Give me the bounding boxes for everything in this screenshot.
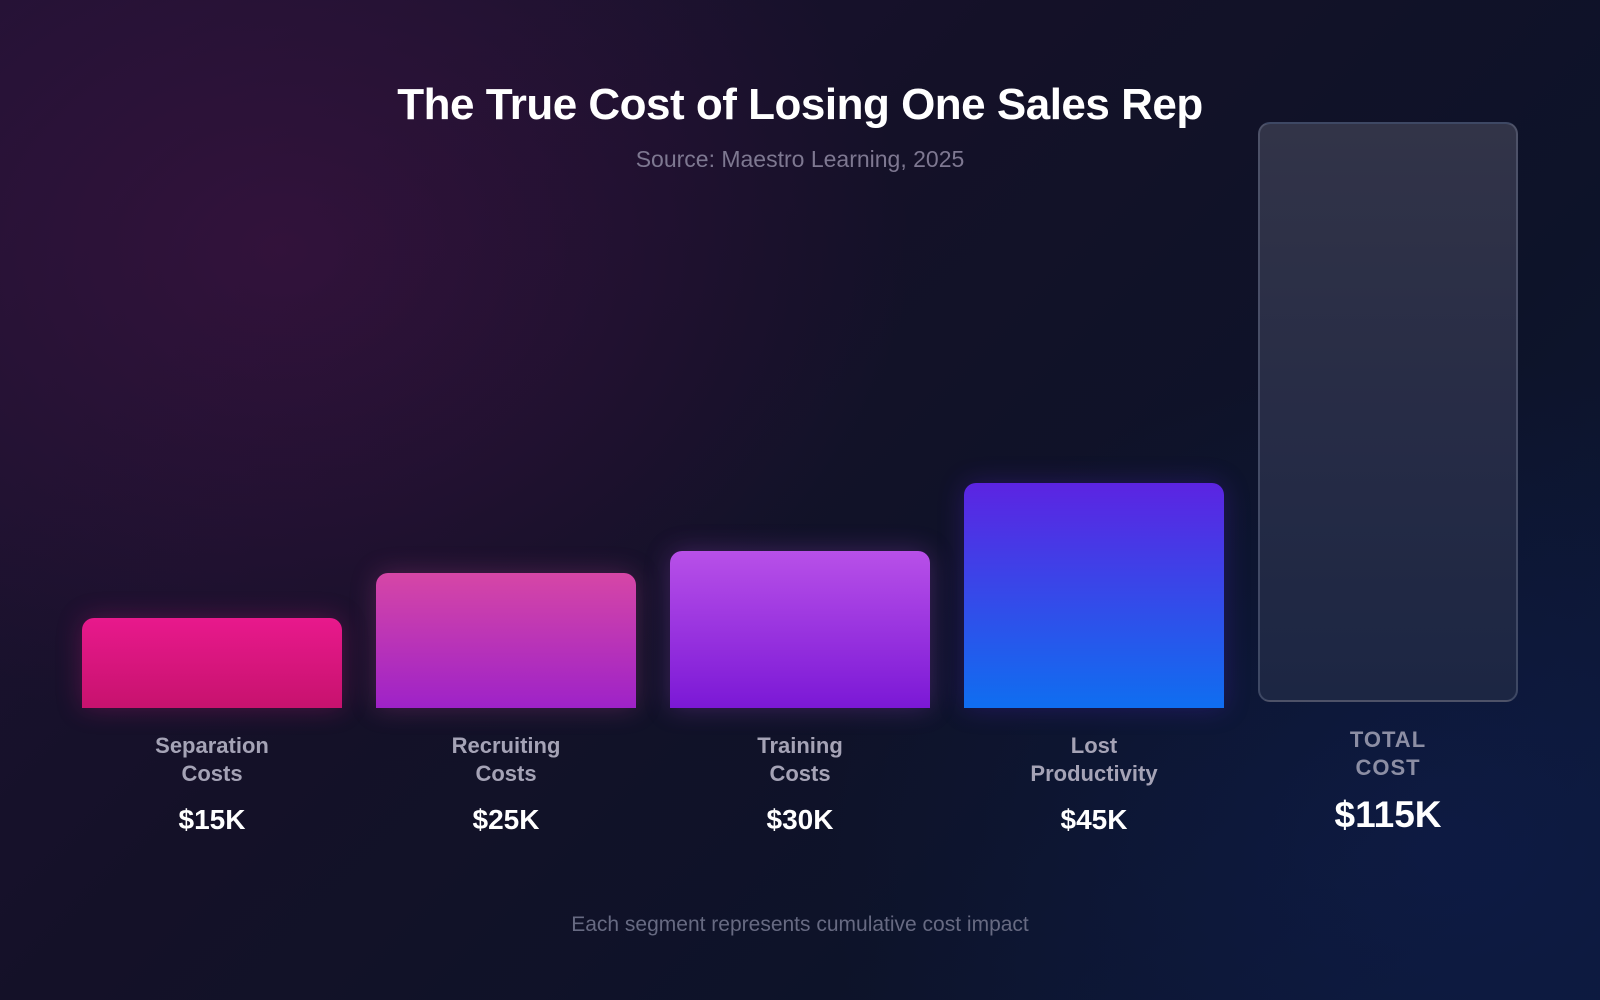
value-label-training-costs: $30K xyxy=(766,804,834,835)
chart-subtitle: Source: Maestro Learning, 2025 xyxy=(635,146,965,172)
category-label-separation-costs: Separation Costs xyxy=(155,733,269,786)
value-label-total-cost: $115K xyxy=(1334,794,1442,835)
bar-recruiting-costs xyxy=(376,573,636,708)
category-label-lost-productivity: Lost Productivity xyxy=(1030,733,1158,786)
bar-lost-productivity xyxy=(964,483,1224,708)
category-label-total-cost: TOTAL COST xyxy=(1349,727,1427,780)
chart-title: The True Cost of Losing One Sales Rep xyxy=(397,80,1203,129)
value-label-separation-costs: $15K xyxy=(178,804,246,835)
category-label-training-costs: Training Costs xyxy=(757,733,843,786)
value-label-lost-productivity: $45K xyxy=(1060,804,1128,835)
bar-training-costs xyxy=(670,551,930,708)
category-label-recruiting-costs: Recruiting Costs xyxy=(451,733,561,786)
bar-total-cost xyxy=(1258,122,1518,702)
value-label-recruiting-costs: $25K xyxy=(472,804,540,835)
bar-separation-costs xyxy=(82,618,342,708)
chart-footnote: Each segment represents cumulative cost … xyxy=(571,913,1029,936)
